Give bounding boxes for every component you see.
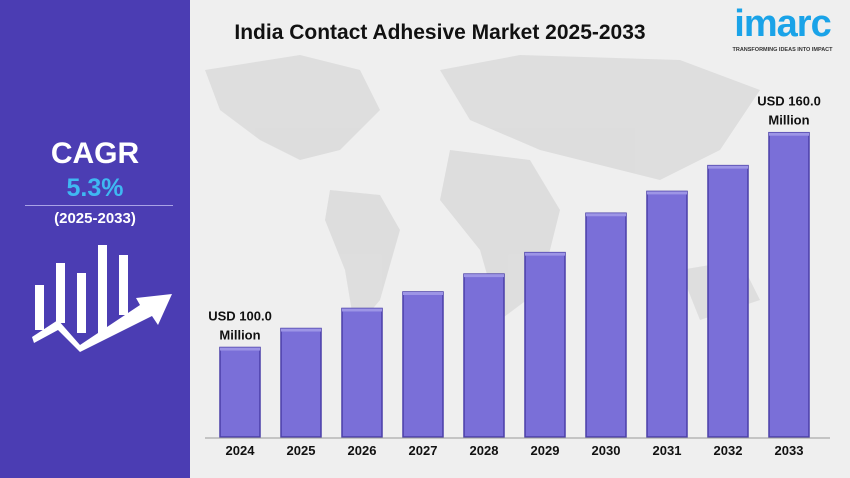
x-tick-label: 2033 [775,443,804,458]
bar-highlight [281,328,321,332]
chart-title: India Contact Adhesive Market 2025-2033 [234,21,646,44]
x-tick-label: 2030 [592,443,621,458]
bar-highlight [403,292,443,296]
logo-tagline: TRANSFORMING IDEAS INTO IMPACT [732,47,833,53]
x-tick-label: 2027 [409,443,438,458]
x-tick-label: 2025 [287,443,316,458]
imarc-logo: imarc TRANSFORMING IDEAS INTO IMPACT [720,4,845,54]
x-tick-label: 2031 [653,443,682,458]
x-tick-label: 2032 [714,443,743,458]
bar-2026 [341,307,383,438]
cagr-label: CAGR [50,137,140,170]
data-label: USD 100.0 [208,309,272,324]
bar-2028 [463,273,505,438]
x-tick-label: 2029 [531,443,560,458]
bar-highlight [525,252,565,256]
data-label: Million [768,113,809,128]
bar-highlight [342,308,382,312]
bar-highlight [647,191,687,195]
bar-2027 [402,291,444,438]
bar-2032 [707,164,749,438]
bar-2029 [524,251,566,438]
left-panel [0,0,190,478]
bar-highlight [220,347,260,351]
data-label: Million [219,328,260,343]
bar-2025 [280,327,322,438]
x-tick-label: 2024 [226,443,256,458]
cagr-period: (2025-2033) [54,210,136,227]
bar-2024 [219,346,261,438]
logo-word: imarc [734,3,831,45]
x-tick-label: 2026 [348,443,377,458]
bar-highlight [708,165,748,169]
data-label: USD 160.0 [757,94,821,109]
bar-highlight [769,132,809,136]
bar-2031 [646,190,688,438]
bar-2033 [768,131,810,438]
bar-2030 [585,212,627,438]
x-tick-label: 2028 [470,443,499,458]
growth-icon [32,245,172,352]
cagr-value: 5.3% [66,174,124,202]
bar-highlight [464,274,504,278]
divider [25,205,173,206]
bar-highlight [586,213,626,217]
